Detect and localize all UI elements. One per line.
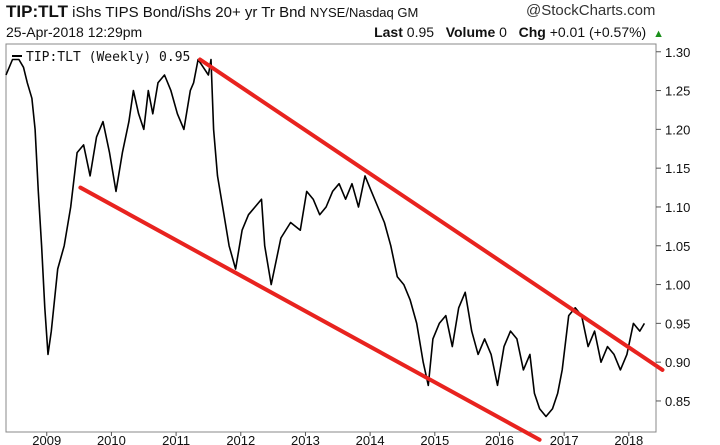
stats-group: Last 0.95 Volume 0 Chg +0.01 (+0.57%) ▲ — [374, 24, 664, 40]
y-tick-label: 0.95 — [665, 316, 690, 331]
y-tick-label: 0.85 — [665, 394, 690, 409]
series-line — [5, 58, 646, 418]
y-tick-label: 1.10 — [665, 200, 690, 215]
volume-label: Volume — [445, 24, 496, 40]
trendline — [78, 185, 542, 442]
date-label: 25-Apr-2018 12:29pm — [6, 24, 143, 40]
x-axis: 2009 2010 2011 2012 2013 2014 2015 2016 2017 2018 — [32, 432, 643, 445]
chart-header-title: TIP:TLT iShs TIPS Bond/iShs 20+ yr Tr Bn… — [6, 2, 655, 22]
y-tick-label: 1.05 — [665, 239, 690, 254]
x-tick-label: 2018 — [614, 433, 643, 445]
description-label: iShs TIPS Bond/iShs 20+ yr Tr Bnd — [72, 4, 306, 21]
x-tick-label: 2013 — [291, 433, 320, 445]
plot-frame — [5, 43, 657, 433]
x-tick-label: 2012 — [226, 433, 255, 445]
chg-label: Chg — [518, 24, 546, 40]
x-tick-label: 2011 — [162, 433, 190, 445]
y-tick-label: 0.90 — [665, 355, 690, 370]
legend: TIP:TLT (Weekly) 0.95 — [12, 50, 190, 65]
trendline — [198, 57, 665, 372]
y-axis: 1.30 1.25 1.20 1.15 1.10 1.05 1.00 0.95 0.90 0.85 — [656, 45, 690, 409]
y-tick-label: 1.20 — [665, 122, 690, 137]
x-tick-label: 2009 — [32, 433, 61, 445]
last-label: Last — [374, 24, 403, 40]
x-tick-label: 2016 — [485, 433, 514, 445]
exchange-label: NYSE/Nasdaq GM — [309, 5, 419, 20]
last-value: 0.95 — [406, 24, 435, 40]
volume-value: 0 — [499, 24, 507, 40]
brand-logo-text[interactable]: @StockCharts.com — [526, 2, 656, 19]
y-tick-label: 1.00 — [665, 278, 690, 293]
y-tick-label: 1.15 — [665, 161, 690, 176]
x-tick-label: 2015 — [420, 433, 449, 445]
y-tick-label: 1.30 — [665, 45, 690, 60]
chg-value: +0.01 (+0.57%) — [549, 24, 647, 40]
up-arrow-icon: ▲ — [653, 28, 664, 40]
x-tick-label: 2017 — [550, 433, 579, 445]
x-tick-label: 2014 — [356, 433, 385, 445]
series-layer — [5, 58, 646, 418]
x-tick-label: 2010 — [97, 433, 126, 445]
legend-label: TIP:TLT (Weekly) 0.95 — [26, 50, 190, 65]
trendline-layer — [78, 57, 665, 442]
y-tick-label: 1.25 — [665, 84, 690, 99]
symbol-label: TIP:TLT — [6, 2, 68, 21]
